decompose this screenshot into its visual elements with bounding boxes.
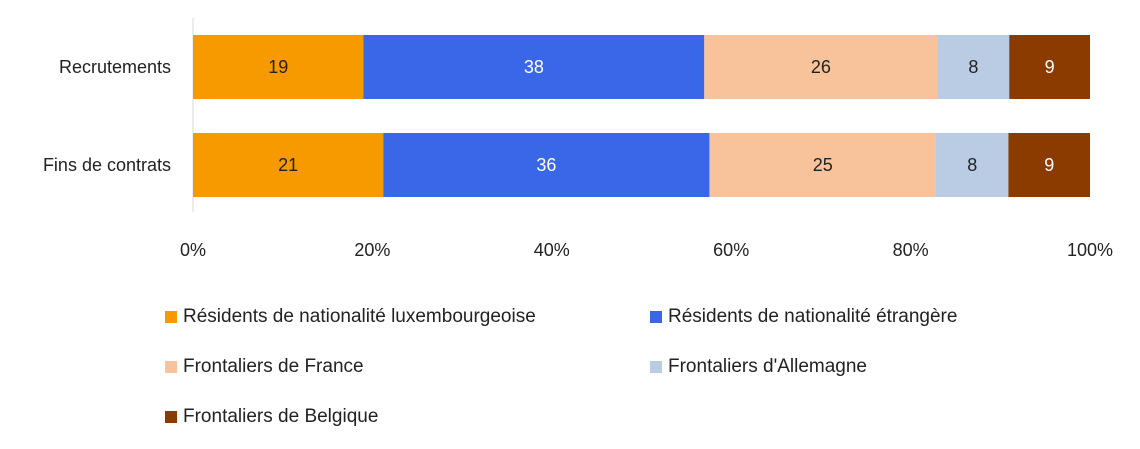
data-label: 38 [524, 57, 544, 77]
data-label: 9 [1044, 155, 1054, 175]
data-label: 19 [268, 57, 288, 77]
data-label: 8 [968, 57, 978, 77]
data-label: 36 [536, 155, 556, 175]
data-label: 8 [967, 155, 977, 175]
bar-recrutements-frontaliers-de-belgique [1009, 35, 1090, 99]
x-tick-label: 0% [180, 240, 206, 260]
bar-recrutements-frontaliers-d-allemagne [937, 35, 1010, 99]
x-tick-label: 100% [1067, 240, 1113, 260]
bars-layer [193, 35, 1090, 197]
x-tick-label: 80% [893, 240, 929, 260]
bar-fins-de-contrats-frontaliers-d-allemagne [935, 133, 1009, 197]
bar-fins-de-contrats-residents-de-nationalite-luxembourgeoise [193, 133, 384, 197]
category-labels: Recrutements Fins de contrats [43, 57, 171, 175]
bar-fins-de-contrats-residents-de-nationalite-etrangere [383, 133, 710, 197]
x-tick-label: 40% [534, 240, 570, 260]
x-tick-label: 20% [354, 240, 390, 260]
data-label: 26 [811, 57, 831, 77]
bar-fins-de-contrats-frontaliers-de-france [709, 133, 936, 197]
category-label: Fins de contrats [43, 155, 171, 175]
x-tick-label: 60% [713, 240, 749, 260]
data-label: 21 [278, 155, 298, 175]
bar-recrutements-frontaliers-de-france [704, 35, 938, 99]
data-label: 25 [813, 155, 833, 175]
bar-recrutements-residents-de-nationalite-luxembourgeoise [193, 35, 364, 99]
bar-fins-de-contrats-frontaliers-de-belgique [1008, 133, 1090, 197]
x-axis-tick-labels: 0% 20% 40% 60% 80% 100% [180, 240, 1113, 260]
data-labels-layer: 19 38 26 8 9 21 36 25 8 9 [268, 57, 1054, 175]
category-label: Recrutements [59, 57, 171, 77]
data-label: 9 [1045, 57, 1055, 77]
bar-recrutements-residents-de-nationalite-etrangere [363, 35, 705, 99]
